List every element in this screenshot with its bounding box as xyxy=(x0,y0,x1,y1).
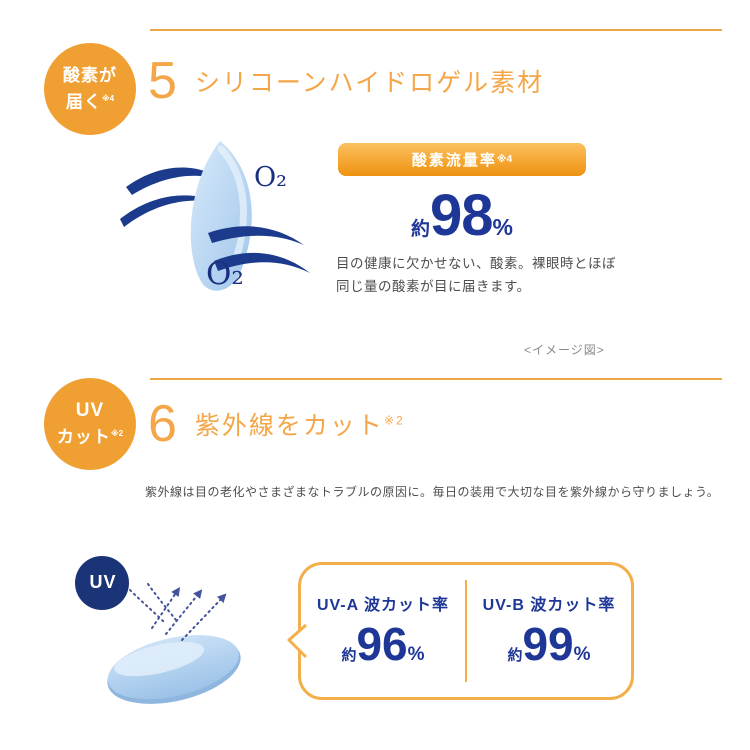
airflow-swoosh-left-bottom xyxy=(120,195,220,227)
section5-number: 5 xyxy=(148,52,177,110)
oxygen-flow-rate-value: 約98% xyxy=(338,182,586,249)
uv-badge-line2: カット※2 xyxy=(56,427,124,447)
airflow-swoosh-right-bottom xyxy=(214,252,310,273)
oxygen-badge-line1: 酸素が xyxy=(63,66,117,86)
uv-badge-footnote: ※2 xyxy=(110,429,124,439)
oxygen-percent-number: 98 xyxy=(430,183,494,248)
section5-description: 目の健康に欠かせない、酸素。裸眼時とほぼ同じ量の酸素が目に届きます。 xyxy=(336,256,616,294)
approx-prefix: 約 xyxy=(507,647,523,664)
section5-heading: 5 シリコーンハイドロゲル素材 xyxy=(148,55,544,107)
approx-prefix: 約 xyxy=(411,219,431,240)
image-note: <イメージ図> xyxy=(524,343,605,357)
uv-circle xyxy=(75,556,129,610)
section6-heading: 6 紫外線をカット※2 xyxy=(148,398,405,450)
airflow-swoosh-right-top xyxy=(208,226,304,245)
oxygen-flow-rate-footnote: ※4 xyxy=(496,154,513,165)
section6-number: 6 xyxy=(148,395,177,453)
uva-cut-stat: UV-A 波カット率 約96% xyxy=(301,591,465,671)
uvb-cut-value: 約99% xyxy=(467,617,631,671)
uvb-cut-label: UV-B 波カット率 xyxy=(482,597,616,614)
uv-lens-dome xyxy=(107,635,241,704)
uv-badge-line1: UV xyxy=(75,400,105,422)
percent-sign: % xyxy=(492,214,513,240)
oxygen-badge-footnote: ※4 xyxy=(101,94,115,104)
percent-sign: % xyxy=(573,644,591,665)
uv-reflection-illustration xyxy=(75,556,241,704)
section-divider-middle xyxy=(150,378,722,380)
o2-label-bottom: O₂ xyxy=(206,256,244,292)
section6-title: 紫外線をカット※2 xyxy=(194,412,405,440)
section-divider-top xyxy=(150,29,722,31)
section5-title: シリコーンハイドロゲル素材 xyxy=(194,69,545,97)
uva-cut-label: UV-A 波カット率 xyxy=(316,597,450,614)
uvb-percent-number: 99 xyxy=(522,618,574,670)
o2-label-top: O₂ xyxy=(254,162,287,193)
section6-description: 紫外線は目の老化やさまざまなトラブルの原因に。毎日の装用で大切な目を紫外線から守… xyxy=(145,485,720,499)
uva-percent-number: 96 xyxy=(356,618,408,670)
airflow-swoosh-left-top xyxy=(126,167,224,195)
uv-cut-rate-bubble: UV-A 波カット率 約96% UV-B 波カット率 約99% xyxy=(287,562,634,700)
oxygen-flow-rate-label: 酸素流量率 ※4 xyxy=(338,143,586,176)
lens-highlight xyxy=(217,145,247,263)
uvb-cut-stat: UV-B 波カット率 約99% xyxy=(467,591,631,671)
bubble-tail xyxy=(287,623,308,659)
section6-title-footnote: ※2 xyxy=(383,413,405,428)
oxygen-badge-line2: 届く※4 xyxy=(65,92,115,112)
oxygen-lens-illustration xyxy=(120,141,310,291)
bubble-column-divider xyxy=(465,580,467,682)
approx-prefix: 約 xyxy=(341,647,357,664)
uv-ray-arrows xyxy=(129,583,227,641)
oxygen-badge: 酸素が 届く※4 xyxy=(44,43,136,135)
uva-cut-value: 約96% xyxy=(301,617,465,671)
percent-sign: % xyxy=(407,644,425,665)
uv-circle-label: UV xyxy=(89,572,117,592)
uv-cut-badge: UV カット※2 xyxy=(44,378,136,470)
